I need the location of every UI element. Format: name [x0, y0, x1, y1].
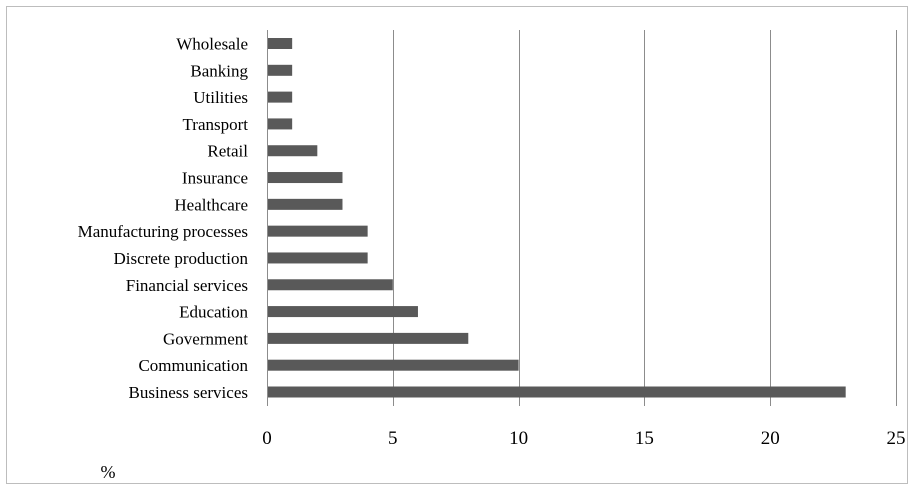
- bar: [268, 198, 343, 210]
- bar: [268, 172, 343, 184]
- bar: [268, 64, 293, 76]
- x-tick-labels: 0 5 10 15 20 25: [262, 428, 905, 449]
- category-label: Healthcare: [174, 195, 248, 214]
- category-label: Manufacturing processes: [78, 222, 248, 241]
- x-tick-label: 5: [388, 428, 398, 449]
- category-label: Insurance: [182, 169, 248, 188]
- x-tick-label: 20: [761, 428, 780, 449]
- bar: [268, 38, 293, 49]
- bar: [268, 118, 293, 130]
- bar: [268, 386, 846, 398]
- unit-label: %: [101, 462, 116, 482]
- bar: [268, 306, 418, 318]
- x-tick-label: 25: [887, 428, 906, 449]
- x-tick-label: 10: [509, 428, 528, 449]
- bar: [268, 279, 393, 291]
- x-tick-label: 0: [262, 428, 272, 449]
- bar: [268, 225, 368, 237]
- category-label: Discrete production: [113, 249, 248, 268]
- category-label: Business services: [129, 383, 248, 402]
- bar: [268, 332, 469, 344]
- category-label: Utilities: [193, 88, 248, 107]
- bar: [268, 252, 368, 264]
- category-label: Government: [163, 329, 248, 348]
- category-label: Wholesale: [176, 35, 248, 54]
- category-label: Education: [179, 303, 248, 322]
- category-label: Communication: [138, 356, 248, 375]
- x-tick-label: 15: [635, 428, 654, 449]
- category-label: Transport: [183, 115, 249, 134]
- bars: [268, 38, 846, 398]
- category-label: Retail: [207, 142, 248, 161]
- category-labels: Wholesale Banking Utilities Transport Retail…: [78, 35, 249, 403]
- bar: [268, 359, 519, 371]
- chart-frame: [6, 6, 908, 484]
- category-label: Financial services: [126, 276, 248, 295]
- bar: [268, 91, 293, 103]
- gridlines: [267, 30, 897, 406]
- category-label: Banking: [190, 61, 248, 80]
- bar: [268, 145, 318, 157]
